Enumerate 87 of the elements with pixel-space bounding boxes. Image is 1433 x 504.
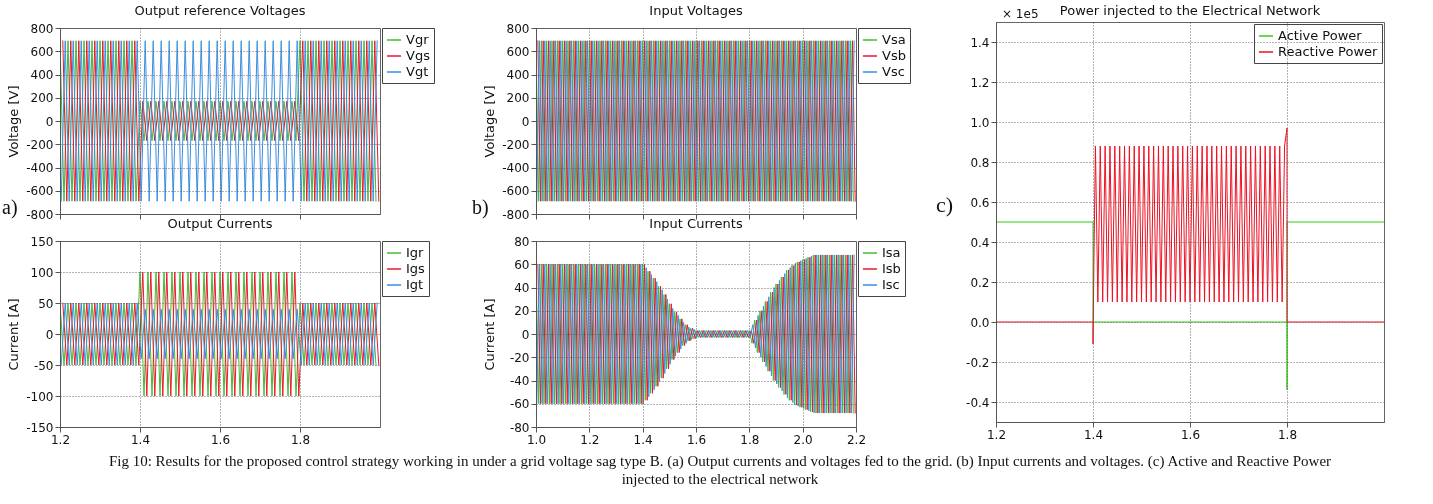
legend-label: Vgt	[406, 64, 429, 79]
legend-label: Isa	[882, 245, 901, 260]
y-tick-label: -50	[33, 358, 54, 373]
legend-label: Isb	[882, 261, 901, 276]
x-tick-label: 1.6	[210, 432, 231, 447]
legend-label: Vsa	[882, 32, 906, 47]
y-tick-label: 0.6	[970, 195, 990, 210]
x-tick-label: 1.6	[686, 432, 707, 447]
chart-title: Output Currents	[167, 216, 273, 231]
x-tick-label: 1.2	[580, 432, 600, 447]
y-tick-label: 800	[30, 21, 54, 36]
x-tick-label: 2.2	[846, 432, 867, 447]
chart-title: Power injected to the Electrical Network	[1059, 3, 1321, 18]
y-tick-label: 400	[30, 68, 54, 82]
chart-title: Input Currents	[649, 216, 743, 231]
y-tick-label: -800	[26, 207, 54, 222]
y-tick-label: 0.8	[970, 155, 990, 170]
y-tick-label: 80	[514, 234, 530, 249]
y-axis-title: Voltage [V]	[481, 85, 497, 158]
legend-label: Isc	[882, 277, 900, 292]
y-tick-label: -800	[502, 207, 530, 222]
x-tick-label: 1.6	[1180, 427, 1201, 442]
y-tick-label: -600	[502, 184, 530, 199]
y-tick-label: 0	[45, 327, 54, 342]
y-axis-title: Voltage [V]	[5, 85, 21, 158]
legend-label: Vgs	[406, 48, 431, 63]
y-tick-label: 40	[514, 281, 530, 295]
y-tick-label: -400	[502, 161, 530, 175]
caption: Fig 10: Results for the proposed control strategy working in under a grid voltage sag type B. (a) Output currents and voltages fed to the grid. (b) Input currents and voltages. (c) Active and Reactive Power injected to the electrical network	[107, 452, 1333, 488]
y-tick-label: 600	[30, 44, 54, 59]
y-tick-label: 50	[38, 296, 54, 311]
y-tick-label: 200	[30, 91, 54, 106]
y-tick-label: 400	[506, 68, 530, 82]
text: c)	[936, 192, 954, 218]
y-tick-label: 1.4	[970, 35, 990, 50]
y-tick-label: -200	[502, 137, 530, 152]
y-tick-label: -0.4	[966, 395, 990, 410]
y-tick-label: 100	[30, 265, 54, 280]
y-tick-label: -80	[509, 420, 530, 435]
legend-label: Vgr	[406, 32, 430, 47]
legend-label: Igs	[406, 261, 426, 276]
y-tick-label: 800	[506, 21, 530, 36]
x-tick-label: 1.8	[740, 432, 760, 447]
x-tick-label: 1.8	[290, 432, 311, 447]
y-tick-label: 0.4	[970, 235, 990, 250]
y-tick-label: 1.2	[970, 75, 990, 90]
text: b)	[472, 196, 489, 219]
y-tick-label: 0	[45, 114, 54, 129]
chart-title: Input Voltages	[649, 3, 743, 18]
text: a)	[2, 196, 18, 219]
y-tick-label: -40	[509, 374, 530, 388]
y-tick-label: 200	[506, 91, 530, 106]
text: × 1e5	[1002, 7, 1039, 21]
y-tick-label: -400	[26, 161, 54, 175]
y-tick-label: 0.0	[970, 315, 990, 330]
legend-label: Igr	[406, 245, 425, 260]
legend-label: Vsc	[882, 64, 905, 79]
legend-label: Active Power	[1278, 28, 1363, 43]
y-tick-label: 600	[506, 44, 530, 59]
chart-title: Output reference Voltages	[134, 3, 306, 18]
y-tick-label: 60	[514, 257, 530, 272]
y-tick-label: -600	[26, 184, 54, 199]
x-tick-label: 1.4	[633, 432, 653, 447]
y-axis-title: Current [A]	[481, 298, 497, 371]
y-axis-title: Current [A]	[5, 298, 21, 371]
y-tick-label: 20	[514, 304, 530, 319]
x-tick-label: 2.0	[793, 432, 813, 447]
line-series	[996, 127, 1384, 345]
line-series	[60, 302, 378, 366]
y-tick-label: -100	[26, 389, 54, 404]
y-tick-label: -60	[509, 397, 530, 412]
y-tick-label: -0.2	[966, 355, 990, 370]
y-tick-label: 0	[521, 327, 530, 342]
y-tick-label: -150	[26, 420, 54, 435]
x-tick-label: 1.4	[1083, 427, 1104, 442]
y-tick-label: 0.2	[970, 275, 990, 290]
y-tick-label: -200	[26, 137, 54, 152]
x-tick-label: 1.2	[986, 427, 1007, 442]
y-tick-label: 150	[30, 234, 54, 249]
x-tick-label: 1.8	[1277, 427, 1298, 442]
y-tick-label: -20	[509, 350, 530, 365]
legend-label: Reactive Power	[1278, 44, 1379, 59]
x-tick-label: 1.4	[130, 432, 151, 447]
y-tick-label: 0	[521, 114, 530, 129]
legend-label: Vsb	[882, 48, 906, 63]
legend-label: Igt	[406, 277, 424, 292]
y-tick-label: 1.0	[970, 115, 990, 130]
